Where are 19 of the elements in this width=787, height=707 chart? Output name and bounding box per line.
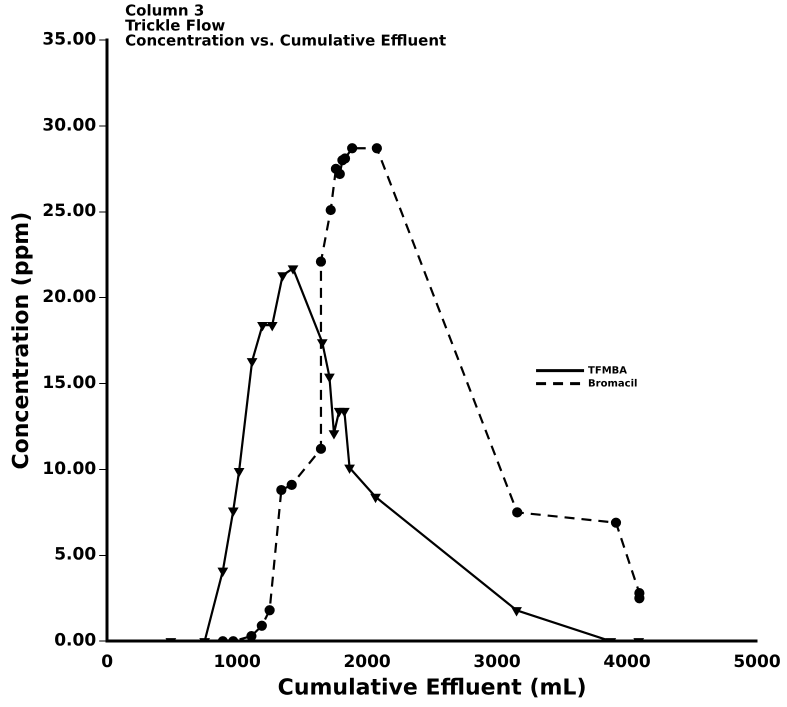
legend-label: Bromacil xyxy=(588,378,638,390)
x-tick-label: 1000 xyxy=(213,652,261,672)
y-axis-title: Concentration (ppm) xyxy=(8,212,34,470)
y-tick-label: 30.00 xyxy=(42,115,96,136)
x-tick-label: 5000 xyxy=(733,652,781,672)
x-axis-title: Cumulative Effluent (mL) xyxy=(278,676,586,701)
y-tick-label: 5.00 xyxy=(54,544,96,565)
y-tick-label: 0.00 xyxy=(54,630,96,651)
x-tick-label: 0 xyxy=(101,652,114,672)
y-tick-label: 15.00 xyxy=(42,372,96,393)
x-tick-label: 2000 xyxy=(343,652,391,672)
y-tick-label: 10.00 xyxy=(42,458,96,479)
legend-label: TFMBA xyxy=(588,365,628,376)
x-tick-label: 4000 xyxy=(603,652,651,672)
y-tick-label: 20.00 xyxy=(42,287,96,308)
chart-title: Column 3 Trickle Flow Concentration vs. Cumulative Effluent xyxy=(125,1,446,50)
x-tick-label: 3000 xyxy=(473,652,521,672)
y-tick-label: 25.00 xyxy=(42,201,96,222)
y-tick-label: 35.00 xyxy=(42,29,96,50)
